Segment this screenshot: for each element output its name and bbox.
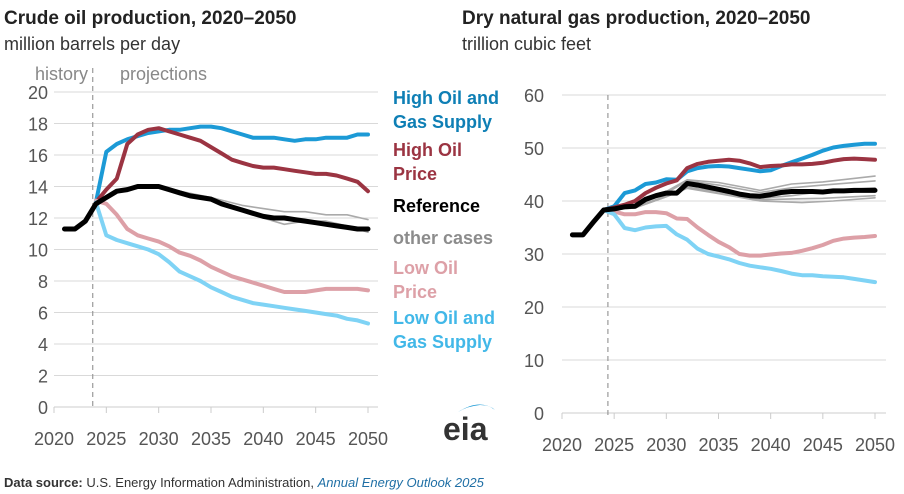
y-tick-label: 18: [28, 115, 48, 135]
x-tick-label: 2050: [348, 429, 388, 449]
y-tick-label: 20: [28, 83, 48, 103]
series-line-high-price: [93, 126, 370, 205]
y-tick-label: 50: [524, 139, 544, 159]
series-line-low-price: [93, 198, 370, 294]
y-tick-label: 40: [524, 192, 544, 212]
y-tick-label: 0: [38, 398, 48, 418]
x-tick-label: 2035: [191, 429, 231, 449]
gas-chart-title: Dry natural gas production, 2020–2050: [462, 8, 811, 29]
y-tick-label: 12: [28, 209, 48, 229]
oil-chart-subtitle: million barrels per day: [4, 34, 181, 54]
series-line-low-supply: [601, 208, 877, 285]
legend-label: Low Oil: [393, 258, 458, 278]
y-tick-label: 16: [28, 146, 48, 166]
eia-logo: eia: [440, 400, 500, 447]
legend-label: Price: [393, 164, 438, 184]
oil-chart-title: Crude oil production, 2020–2050: [4, 8, 297, 29]
series-line-high-supply: [601, 141, 877, 212]
x-tick-label: 2030: [139, 429, 179, 449]
legend-item-other: other cases: [393, 226, 493, 250]
history-label: history: [35, 64, 89, 84]
legend-label: Reference: [393, 196, 481, 216]
footer: Data source: U.S. Energy Information Adm…: [4, 475, 484, 490]
series-line-reference: [62, 184, 371, 232]
x-tick-label: 2020: [542, 435, 582, 455]
series-line-low-price: [601, 208, 877, 258]
legend-item-low-price: Low Oil Price: [393, 256, 458, 304]
y-tick-label: 60: [524, 86, 544, 106]
y-tick-label: 10: [28, 241, 48, 261]
svg-text:eia: eia: [443, 411, 488, 445]
gas-chart-subtitle: trillion cubic feet: [462, 34, 592, 54]
series-line-other: [602, 187, 876, 211]
legend-label: other cases: [393, 228, 494, 248]
y-tick-label: 4: [38, 335, 48, 355]
x-tick-label: 2050: [855, 435, 895, 455]
legend-label: Low Oil and: [393, 308, 495, 328]
y-tick-label: 6: [38, 304, 48, 324]
series-line-high-price: [601, 156, 877, 212]
x-tick-label: 2040: [243, 429, 283, 449]
y-tick-label: 10: [524, 351, 544, 371]
x-tick-label: 2030: [646, 435, 686, 455]
series-line-reference: [569, 181, 878, 238]
source-link[interactable]: Annual Energy Outlook 2025: [317, 475, 484, 490]
x-tick-label: 2035: [698, 435, 738, 455]
projections-label: projections: [120, 64, 208, 84]
x-tick-label: 2045: [296, 429, 336, 449]
legend-item-high-supply: High Oil and Gas Supply: [393, 86, 499, 134]
legend-item-reference: Reference: [393, 194, 480, 218]
y-tick-label: 14: [28, 178, 48, 198]
legend-item-low-supply: Low Oil and Gas Supply: [393, 306, 495, 354]
y-tick-label: 20: [524, 298, 544, 318]
source-label: Data source:: [4, 475, 83, 490]
legend-item-high-price: High Oil Price: [393, 138, 462, 186]
legend-label: High Oil and: [393, 88, 499, 108]
x-tick-label: 2025: [594, 435, 634, 455]
legend-label: Gas Supply: [393, 332, 493, 352]
legend-label: High Oil: [393, 140, 462, 160]
legend-label: Gas Supply: [393, 112, 493, 132]
y-tick-label: 0: [534, 404, 544, 424]
series-line-low-supply: [93, 200, 370, 326]
x-tick-label: 2040: [751, 435, 791, 455]
y-tick-label: 30: [524, 245, 544, 265]
legend-label: Price: [393, 282, 438, 302]
x-tick-label: 2020: [34, 429, 74, 449]
y-tick-label: 8: [38, 272, 48, 292]
x-tick-label: 2045: [803, 435, 843, 455]
y-tick-label: 2: [38, 367, 48, 387]
logo-swoosh: [458, 404, 495, 412]
x-tick-label: 2025: [86, 429, 126, 449]
series-line-other: [95, 185, 369, 221]
source-text: U.S. Energy Information Administration,: [86, 475, 314, 490]
